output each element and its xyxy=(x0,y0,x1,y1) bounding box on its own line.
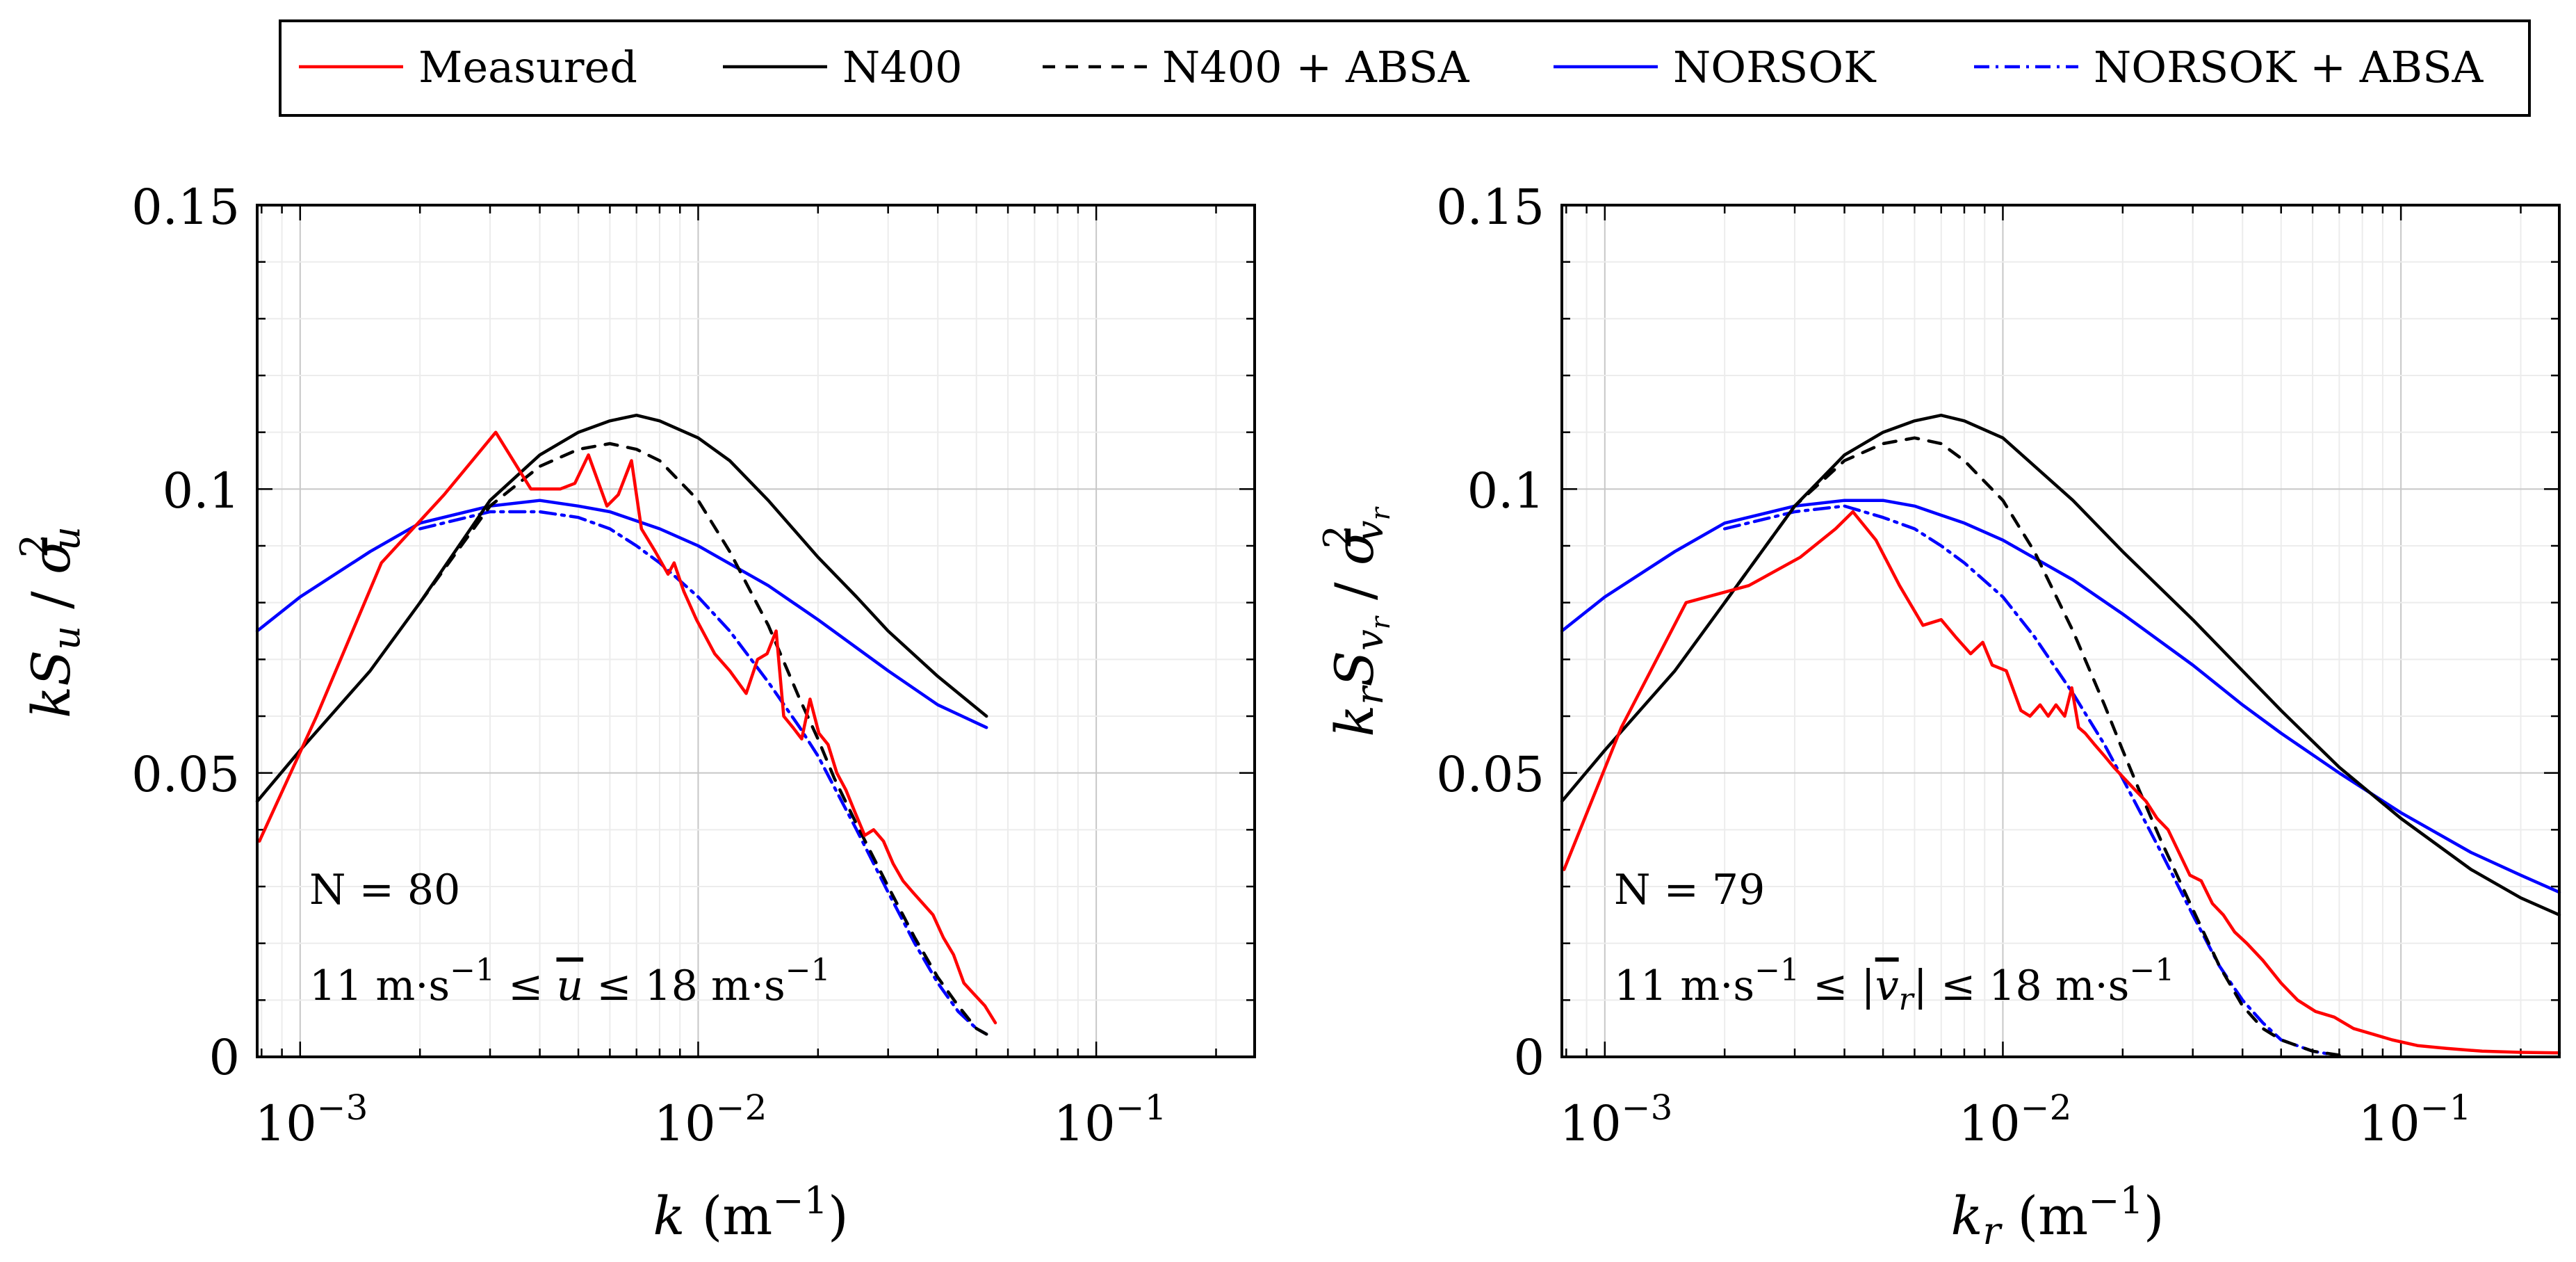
series-line-measured-left xyxy=(257,430,997,1025)
series-line-n400-left xyxy=(255,413,988,803)
legend-label-norsok: NORSOK xyxy=(1673,42,1877,92)
y-tick-labels-right: 0 0.05 0.1 0.15 xyxy=(1436,179,1544,1086)
legend-label-norsok-absa: NORSOK + ABSA xyxy=(2094,42,2484,92)
plot-frame-right xyxy=(1560,204,2561,1058)
series-line-norsok-absa-left xyxy=(418,510,988,1036)
grid-right xyxy=(1562,204,2559,1058)
y-tick-label-left-3: 0.15 xyxy=(131,179,240,236)
x-tick-labels-left: 10−3 10−2 10−1 xyxy=(255,1087,1167,1152)
y-tick-label-right-3: 0.15 xyxy=(1436,179,1544,236)
annotation-range-left: 11 m·s−1 ≤ u ≤ 18 m·s−1 xyxy=(309,953,831,1010)
x-axis-title-right: kr (m−1) xyxy=(1950,1179,2164,1253)
y-tick-label-left-1: 0.05 xyxy=(131,746,240,803)
series-left xyxy=(255,413,997,1036)
x-tick-label-left-2: 10−1 xyxy=(1054,1087,1167,1152)
x-tick-labels-right: 10−3 10−2 10−1 xyxy=(1560,1087,2472,1152)
x-tick-label-left-1: 10−2 xyxy=(654,1087,767,1152)
legend-label-n400-absa: N400 + ABSA xyxy=(1162,42,1470,92)
legend-label-n400: N400 xyxy=(842,42,963,92)
x-tick-label-right-0: 10−3 xyxy=(1560,1087,1673,1152)
x-tick-label-right-1: 10−2 xyxy=(1959,1087,2072,1152)
y-axis-title-left: kSu / σ2u xyxy=(13,526,88,718)
annotation-n-right: N = 79 xyxy=(1614,866,1765,914)
y-tick-label-right-1: 0.05 xyxy=(1436,746,1544,803)
y-tick-label-right-2: 0.1 xyxy=(1467,462,1544,519)
plot-frame-left xyxy=(256,204,1256,1058)
x-tick-label-right-2: 10−1 xyxy=(2358,1087,2472,1152)
panel-right: 0 0.05 0.1 0.15 10−3 10−2 10−1 kr (m−1) … xyxy=(1316,179,2561,1253)
annotation-n-left: N = 80 xyxy=(309,866,460,914)
series-line-norsok-right xyxy=(1560,499,2561,894)
annotation-range-right: 11 m·s−1 ≤ |vr| ≤ 18 m·s−1 xyxy=(1614,953,2174,1017)
legend-box xyxy=(279,19,2531,117)
series-line-n400-right xyxy=(1560,413,2561,917)
legend-label-measured: Measured xyxy=(418,42,637,92)
series-line-n400-absa-left xyxy=(418,442,988,1036)
x-tick-label-left-0: 10−3 xyxy=(255,1087,368,1152)
x-axis-title-left: k (m−1) xyxy=(653,1179,848,1247)
series-line-n400-absa-right xyxy=(1722,436,2341,1057)
grid-left xyxy=(257,204,1255,1058)
legend: Measured N400 N400 + ABSA NORSOK NORSOK … xyxy=(279,19,2531,117)
y-tick-label-right-0: 0 xyxy=(1513,1029,1544,1086)
series-line-norsok-absa-right xyxy=(1722,504,2341,1058)
panel-left: 0 0.05 0.1 0.15 10−3 10−2 10−1 k (m−1) k… xyxy=(13,179,1256,1247)
series-line-norsok-left xyxy=(255,499,988,729)
y-tick-label-left-2: 0.1 xyxy=(163,462,240,519)
series-right xyxy=(1560,413,2561,1058)
series-line-measured-right xyxy=(1562,510,2561,1055)
y-axis-title-right: krSvr / σ2vr xyxy=(1316,505,1396,736)
y-tick-label-left-0: 0 xyxy=(209,1029,240,1086)
y-tick-labels-left: 0 0.05 0.1 0.15 xyxy=(131,179,240,1086)
